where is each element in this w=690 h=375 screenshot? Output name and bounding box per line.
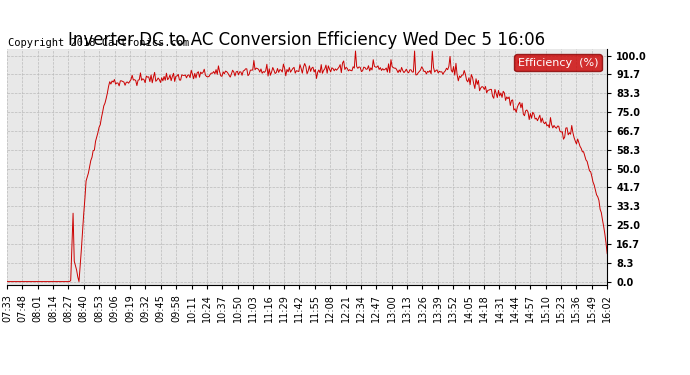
Text: Copyright 2018 Cartronics.com: Copyright 2018 Cartronics.com [8,38,189,48]
Title: Inverter DC to AC Conversion Efficiency Wed Dec 5 16:06: Inverter DC to AC Conversion Efficiency … [68,31,546,49]
Legend: Efficiency  (%): Efficiency (%) [515,54,602,71]
